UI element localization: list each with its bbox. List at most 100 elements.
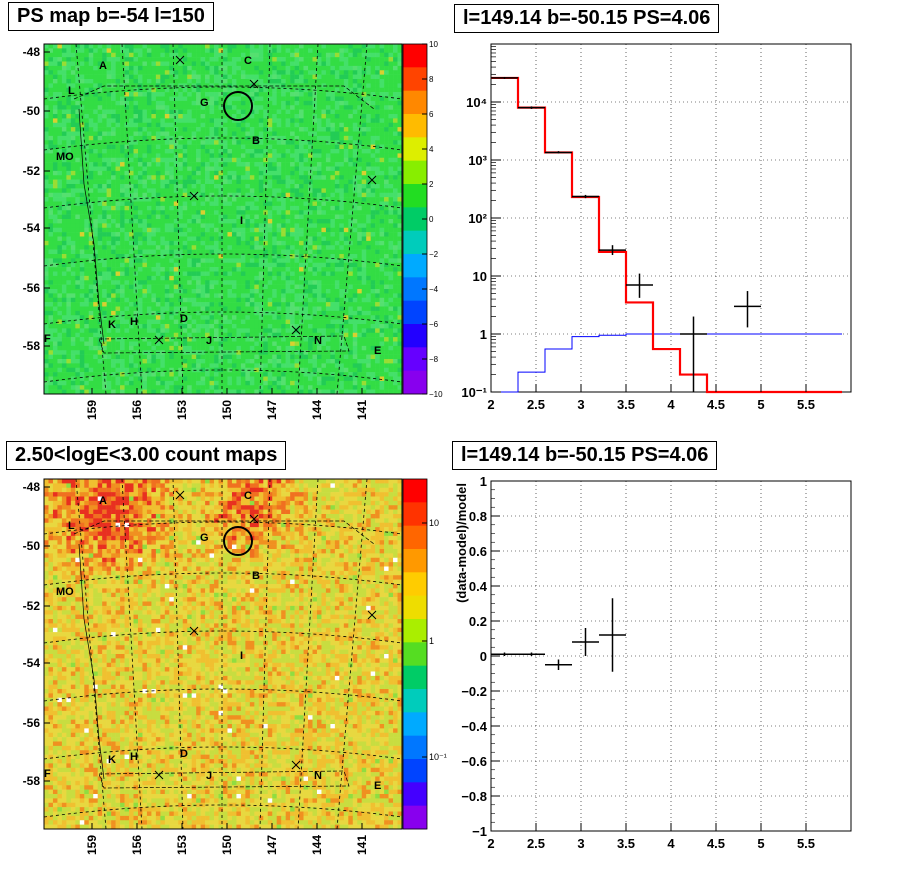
region-boundary xyxy=(98,335,350,354)
source-label-e: E xyxy=(374,345,381,357)
colorbar-tick-label: 10 xyxy=(429,40,438,49)
colorbar-band xyxy=(403,67,427,92)
y-tick-label: 0 xyxy=(480,649,487,664)
source-label-a: A xyxy=(99,60,107,72)
longitude-line xyxy=(75,43,107,395)
ps-map-title: PS map b=-54 l=150 xyxy=(8,2,214,31)
longitude-line xyxy=(259,478,271,830)
region-boundary xyxy=(78,108,105,345)
longitude-line xyxy=(259,43,271,395)
source-cross xyxy=(291,760,301,770)
colorbar-band xyxy=(403,324,427,348)
source-label-c: C xyxy=(244,490,252,502)
y-tick-label: -56 xyxy=(23,281,41,295)
longitude-line xyxy=(336,43,368,395)
source-label-h: H xyxy=(130,316,138,328)
colorbar-band xyxy=(403,735,427,760)
colorbar-tick-label: −10 xyxy=(429,390,443,399)
x-tick-label: 5.5 xyxy=(797,836,815,851)
source-label-j: J xyxy=(206,335,212,347)
y-axis-label: (data-model)/model xyxy=(454,483,469,603)
x-tick-label: 5 xyxy=(757,397,764,412)
colorbar-tick-label: 1 xyxy=(429,636,434,646)
source-label-d: D xyxy=(180,313,188,325)
colorbar-band xyxy=(403,689,427,713)
x-tick-label: 150 xyxy=(220,400,234,420)
source-label-k: K xyxy=(108,754,116,766)
colorbar-band xyxy=(403,160,427,185)
colorbar-band xyxy=(403,665,427,690)
y-tick-label: -48 xyxy=(23,480,41,494)
x-tick-label: 5.5 xyxy=(797,397,815,412)
y-tick-label: 0.4 xyxy=(469,579,488,594)
y-tick-label: 0.8 xyxy=(469,509,487,524)
colorbar-tick-label: −8 xyxy=(429,355,439,364)
colorbar-band xyxy=(403,207,427,232)
y-tick-label: -50 xyxy=(23,539,41,553)
source-cross xyxy=(175,490,185,500)
source-cross xyxy=(367,175,377,185)
source-label-i: I xyxy=(240,215,243,227)
y-tick-label: −1 xyxy=(472,824,487,839)
colorbar-band xyxy=(403,759,427,783)
y-tick-label: −0.6 xyxy=(461,754,487,769)
y-tick-label: 10 xyxy=(473,269,487,284)
y-tick-label: -58 xyxy=(23,339,41,353)
colorbar-tick-label: 10⁻¹ xyxy=(429,752,447,762)
colorbar-band xyxy=(403,90,427,115)
colorbar-tick-label: 0 xyxy=(429,215,434,224)
colorbar-band xyxy=(403,572,427,597)
colorbar-band xyxy=(403,502,427,527)
source-label-k: K xyxy=(108,319,116,331)
colorbar-band xyxy=(403,712,427,737)
source-label-l: L xyxy=(68,85,75,97)
longitude-line xyxy=(297,478,319,830)
colorbar-band xyxy=(403,642,427,667)
source-label-e: E xyxy=(374,780,381,792)
x-tick-label: 153 xyxy=(175,400,189,420)
y-tick-label: -56 xyxy=(23,716,41,730)
y-tick-label: -52 xyxy=(23,599,41,613)
background-model-step xyxy=(491,333,842,393)
x-tick-label: 150 xyxy=(220,835,234,855)
x-tick-label: 144 xyxy=(310,400,324,420)
longitude-line xyxy=(172,43,184,395)
source-label-b: B xyxy=(252,570,260,582)
x-tick-label: 4 xyxy=(667,836,675,851)
colorbar-band xyxy=(403,805,427,830)
residual-title: l=149.14 b=-50.15 PS=4.06 xyxy=(452,441,718,470)
count-map-chart: A C L G B MO I K H D J N E F 159 156 153 150 147 144 141 -48 -… xyxy=(23,478,447,855)
longitude-line xyxy=(121,43,143,395)
colorbar-tick-label: 8 xyxy=(429,75,434,84)
colorbar-band xyxy=(403,619,427,643)
colorbar-band xyxy=(403,347,427,372)
colorbar-band xyxy=(403,44,427,68)
colorbar-band xyxy=(403,254,427,278)
y-tick-label: 10² xyxy=(468,211,487,226)
source-label-b: B xyxy=(252,135,260,147)
source-cross xyxy=(175,55,185,65)
x-tick-label: 2.5 xyxy=(527,397,545,412)
x-tick-label: 2 xyxy=(487,836,494,851)
source-cross xyxy=(189,191,199,201)
region-boundary xyxy=(78,543,105,780)
source-label-n: N xyxy=(314,335,322,347)
source-label-mo: MO xyxy=(56,586,74,598)
longitude-line xyxy=(336,478,368,830)
source-label-g: G xyxy=(200,97,209,109)
ps-map-chart: A C L G B MO I K H D J N E F 159 156 153 150 147 144 141 -48 -… xyxy=(23,40,443,420)
source-cross xyxy=(249,514,259,524)
longitude-line xyxy=(121,478,143,830)
colorbar-tick-label: 10 xyxy=(429,518,439,528)
source-circle xyxy=(223,91,253,121)
colorbar-band xyxy=(403,114,427,138)
y-tick-label: -54 xyxy=(23,221,41,235)
source-label-f: F xyxy=(44,333,51,345)
x-tick-label: 153 xyxy=(175,835,189,855)
colorbar-band xyxy=(403,370,427,395)
longitude-line xyxy=(297,43,319,395)
x-tick-label: 156 xyxy=(130,835,144,855)
colorbar-tick-label: 6 xyxy=(429,110,434,119)
source-label-c: C xyxy=(244,55,252,67)
x-tick-label: 2 xyxy=(487,397,494,412)
